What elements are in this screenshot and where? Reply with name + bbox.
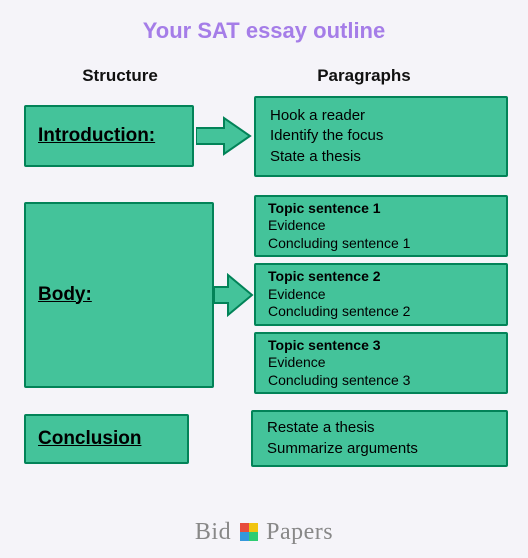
paragraph-line: Summarize arguments <box>267 439 496 459</box>
paragraph-line: Evidence <box>268 286 496 304</box>
row-body: Body: Topic sentence 1 Evidence Concludi… <box>0 195 528 395</box>
paragraph-col-body: Topic sentence 1 Evidence Concluding sen… <box>254 195 508 395</box>
paragraph-line: State a thesis <box>270 147 496 167</box>
structure-box-body: Body: <box>24 202 214 388</box>
paragraph-line: Concluding sentence 1 <box>268 235 496 253</box>
paragraph-line: Topic sentence 1 <box>268 200 496 218</box>
paragraph-line: Concluding sentence 2 <box>268 303 496 321</box>
logo-icon <box>240 523 258 541</box>
structure-box-introduction: Introduction: <box>24 105 194 167</box>
header-paragraphs: Paragraphs <box>240 66 528 86</box>
footer-logo: Bid Papers <box>0 519 528 546</box>
paragraph-line: Evidence <box>268 217 496 235</box>
arrow-icon <box>214 273 254 317</box>
column-headers: Structure Paragraphs <box>0 66 528 86</box>
paragraph-col-conclusion: Restate a thesis Summarize arguments <box>251 410 508 467</box>
paragraph-line: Topic sentence 2 <box>268 268 496 286</box>
row-introduction: Introduction: Hook a reader Identify the… <box>0 96 528 177</box>
paragraph-box: Hook a reader Identify the focus State a… <box>254 96 508 177</box>
paragraph-box: Topic sentence 3 Evidence Concluding sen… <box>254 332 508 395</box>
paragraph-line: Identify the focus <box>270 126 496 146</box>
footer-text-right: Papers <box>266 519 333 545</box>
footer-text-left: Bid <box>195 519 231 545</box>
paragraph-line: Restate a thesis <box>267 418 496 438</box>
row-conclusion: Conclusion Restate a thesis Summarize ar… <box>0 410 528 467</box>
paragraph-box: Restate a thesis Summarize arguments <box>251 410 508 467</box>
paragraph-box: Topic sentence 1 Evidence Concluding sen… <box>254 195 508 258</box>
header-structure: Structure <box>0 66 240 86</box>
paragraph-line: Hook a reader <box>270 106 496 126</box>
paragraph-col-introduction: Hook a reader Identify the focus State a… <box>254 96 508 177</box>
paragraph-box: Topic sentence 2 Evidence Concluding sen… <box>254 263 508 326</box>
arrow-icon <box>194 116 254 156</box>
page-title: Your SAT essay outline <box>0 0 528 44</box>
paragraph-line: Concluding sentence 3 <box>268 372 496 390</box>
structure-box-conclusion: Conclusion <box>24 414 189 464</box>
paragraph-line: Evidence <box>268 354 496 372</box>
paragraph-line: Topic sentence 3 <box>268 337 496 355</box>
